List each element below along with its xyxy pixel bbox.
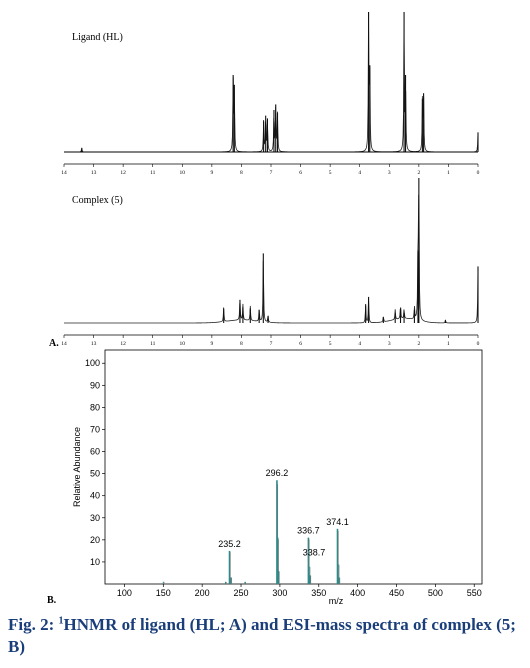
ms-y-tick-label: 20 (90, 535, 100, 545)
nmr-tick-label: 6 (299, 341, 302, 347)
esi-mass-spectrum: 10 20 30 40 50 60 70 80 90 100 100 150 200 250 300 350… (72, 349, 483, 606)
ms-plot-frame (104, 349, 483, 585)
ms-x-tick-label: 350 (311, 588, 326, 598)
complex-nmr-peaks (64, 178, 479, 324)
ms-x-tick-label: 550 (467, 588, 482, 598)
caption-fig-number: Fig. 2: (8, 615, 55, 634)
nmr-tick-label: 9 (210, 170, 213, 176)
nmr-tick-label: 5 (329, 170, 332, 176)
ms-peak-label: 336.7 (297, 526, 320, 536)
nmr-tick-label: 14 (61, 170, 67, 176)
caption-superscript: 1 (58, 615, 64, 627)
figure-caption: Fig. 2: 1HNMR of ligand (HL; A) and ESI-… (8, 614, 523, 658)
ms-peak-label: 338.7 (303, 547, 326, 557)
ligand-nmr-spectrum: Ligand (HL) 14 13 12 11 10 9 8 7 6 5 4 3 2 1 0 (61, 11, 480, 176)
ms-y-tick-label: 40 (90, 491, 100, 501)
ms-peak-label: 374.1 (326, 517, 349, 527)
ms-peak-labels: 235.2 296.2 336.7 338.7 374.1 (218, 468, 349, 557)
ms-y-tick-label: 50 (90, 469, 100, 479)
nmr-tick-label: 5 (329, 341, 332, 347)
ms-y-tick-label: 10 (90, 557, 100, 567)
ms-x-tick-label: 400 (350, 588, 365, 598)
ligand-nmr-title: Ligand (HL) (72, 32, 123, 43)
nmr-tick-label: 3 (388, 341, 391, 347)
ms-x-tick-label: 100 (117, 588, 132, 598)
ms-peak-label: 235.2 (218, 539, 241, 549)
nmr-tick-label: 0 (477, 170, 480, 176)
nmr-trace (64, 11, 479, 153)
ms-x-axis-label: m/z (329, 596, 344, 606)
ms-x-tick-label: 250 (234, 588, 249, 598)
complex-nmr-ticks: 14 13 12 11 10 9 8 7 6 5 4 3 2 1 0 (61, 335, 480, 347)
nmr-tick-label: 13 (91, 170, 97, 176)
nmr-tick-label: 3 (388, 170, 391, 176)
ms-x-tick-label: 450 (389, 588, 404, 598)
nmr-tick-label: 11 (150, 170, 156, 176)
nmr-tick-label: 7 (270, 341, 273, 347)
nmr-tick-label: 2 (417, 170, 420, 176)
ms-peak-label: 296.2 (266, 468, 289, 478)
nmr-tick-label: 4 (358, 170, 361, 176)
ms-y-axis-label: Relative Abundance (72, 427, 82, 507)
nmr-tick-label: 6 (299, 170, 302, 176)
nmr-tick-label: 14 (61, 341, 67, 347)
ms-y-tick-label: 100 (85, 358, 100, 368)
ms-y-ticks: 10 20 30 40 50 60 70 80 90 100 (85, 358, 105, 567)
ms-y-tick-label: 70 (90, 424, 100, 434)
nmr-tick-label: 9 (210, 341, 213, 347)
ms-y-tick-label: 30 (90, 513, 100, 523)
nmr-tick-label: 10 (180, 170, 186, 176)
complex-nmr-spectrum: Complex (5) 14 13 12 11 10 9 8 7 6 5 4 3 2 1 0 (61, 178, 480, 347)
ms-x-tick-label: 500 (428, 588, 443, 598)
nmr-tick-label: 8 (240, 170, 243, 176)
nmr-tick-label: 4 (358, 341, 361, 347)
nmr-tick-label: 12 (120, 170, 126, 176)
figure-canvas: Ligand (HL) 14 13 12 11 10 9 8 7 6 5 4 3 2 1 0 Complex… (47, 11, 483, 606)
ligand-nmr-ticks: 14 13 12 11 10 9 8 7 6 5 4 3 2 1 0 (61, 164, 480, 176)
ms-peaks (162, 480, 341, 584)
nmr-tick-label: 2 (417, 341, 420, 347)
panel-a-label: A. (49, 338, 59, 349)
nmr-tick-label: 10 (180, 341, 186, 347)
nmr-tick-label: 8 (240, 341, 243, 347)
ms-y-tick-label: 80 (90, 402, 100, 412)
nmr-tick-label: 7 (270, 170, 273, 176)
nmr-tick-label: 12 (120, 341, 126, 347)
ligand-nmr-peaks (64, 11, 479, 153)
ms-x-tick-label: 300 (272, 588, 287, 598)
ms-y-tick-label: 90 (90, 380, 100, 390)
nmr-tick-label: 11 (150, 341, 156, 347)
ms-x-ticks: 100 150 200 250 300 350 400 450 500 550 (117, 584, 482, 598)
panel-b-label: B. (47, 595, 57, 606)
nmr-trace (64, 194, 479, 324)
ms-y-tick-label: 60 (90, 447, 100, 457)
complex-nmr-title: Complex (5) (72, 195, 123, 206)
nmr-tick-label: 1 (447, 170, 450, 176)
caption-text: HNMR of ligand (HL; A) and ESI-mass spec… (8, 615, 516, 656)
ms-x-tick-label: 200 (195, 588, 210, 598)
nmr-tick-label: 1 (447, 341, 450, 347)
nmr-tick-label: 13 (91, 341, 97, 347)
ms-x-tick-label: 150 (156, 588, 171, 598)
nmr-tick-label: 0 (477, 341, 480, 347)
